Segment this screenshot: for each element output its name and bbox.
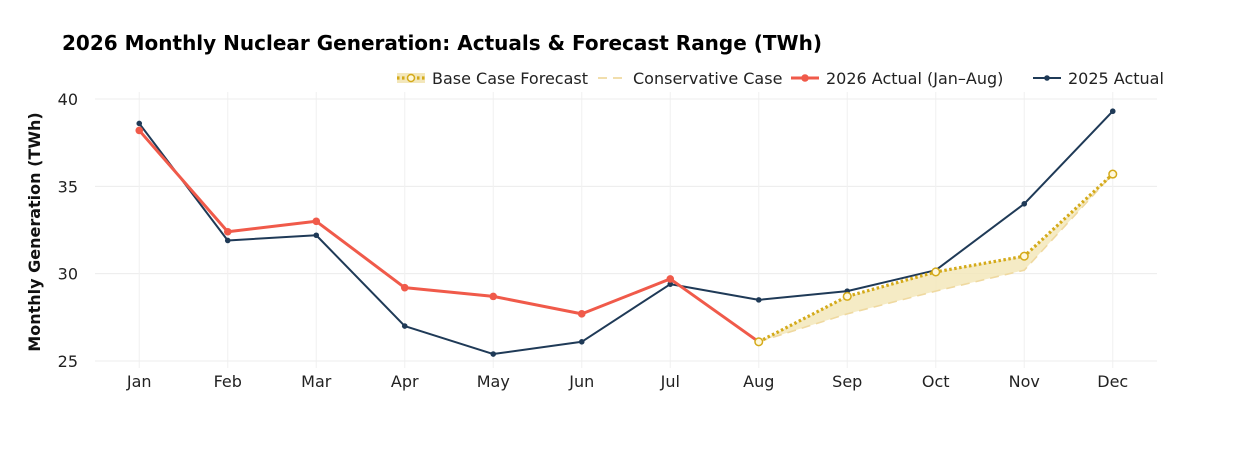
legend-swatch-marker: [1044, 75, 1050, 81]
x-tick-label-aug: Aug: [743, 372, 774, 391]
legend-item-conservative-case[interactable]: Conservative Case: [598, 69, 782, 88]
chart-title: 2026 Monthly Nuclear Generation: Actuals…: [62, 31, 822, 55]
line-2026-actual-jan-aug: [138, 129, 760, 344]
series-lines: [135, 108, 1118, 357]
point-2025-actual-feb: [224, 237, 231, 244]
x-tick-label-dec: Dec: [1097, 372, 1128, 391]
legend-label: Base Case Forecast: [432, 69, 588, 88]
x-tick-label-feb: Feb: [214, 372, 242, 391]
series-base-case-forecast: [754, 169, 1118, 347]
x-tick-label-apr: Apr: [391, 372, 419, 391]
point-2026-actual-jan-aug-apr: [400, 283, 409, 292]
x-tick-label-nov: Nov: [1009, 372, 1040, 391]
x-tick-label-mar: Mar: [301, 372, 332, 391]
x-tick-label-jul: Jul: [660, 372, 680, 391]
point-2025-actual-dec: [1109, 108, 1116, 115]
point-2026-actual-jan-aug-mar: [312, 217, 321, 226]
y-tick-label-30: 30: [58, 265, 78, 284]
line-conservative-case: [758, 173, 1114, 343]
point-2025-actual-jan: [136, 120, 143, 127]
point-base-case-forecast-dec: [1108, 169, 1118, 179]
legend[interactable]: Base Case Forecast Conservative Case 2026 …: [397, 69, 1164, 88]
point-2025-actual-nov: [1021, 200, 1028, 207]
point-2025-actual-mar: [313, 232, 320, 239]
x-tick-label-oct: Oct: [922, 372, 950, 391]
line-2025-actual: [138, 110, 1114, 356]
legend-swatch-marker: [406, 73, 416, 83]
point-2025-actual-aug: [755, 297, 762, 303]
x-tick-label-jun: Jun: [568, 372, 594, 391]
point-base-case-forecast-aug: [754, 337, 764, 347]
legend-label: Conservative Case: [633, 69, 782, 88]
legend-item-base-case-forecast[interactable]: Base Case Forecast: [397, 69, 588, 88]
series-conservative-case: [758, 173, 1114, 343]
point-2025-actual-may: [490, 351, 497, 357]
series-2025-actual: [136, 108, 1116, 357]
x-tick-label-sep: Sep: [832, 372, 862, 391]
y-axis-title: Monthly Generation (TWh): [25, 112, 44, 351]
series-2026-actual-jan-aug: [135, 126, 763, 346]
y-tick-label-35: 35: [58, 177, 78, 196]
point-2026-actual-jan-aug-feb: [223, 227, 232, 236]
x-tick-label-jan: Jan: [126, 372, 152, 391]
grid: [95, 92, 1157, 368]
legend-item-2025-actual[interactable]: 2025 Actual: [1033, 69, 1164, 88]
y-tick-label-25: 25: [58, 352, 78, 371]
legend-item-2026-actual-jan-aug[interactable]: 2026 Actual (Jan–Aug): [791, 69, 1003, 88]
point-base-case-forecast-oct: [931, 267, 941, 277]
point-2026-actual-jan-aug-jul: [666, 275, 675, 283]
legend-label: 2026 Actual (Jan–Aug): [826, 69, 1003, 88]
point-2025-actual-jun: [578, 338, 585, 345]
point-2026-actual-jan-aug-jun: [577, 310, 586, 318]
point-2025-actual-jul: [667, 281, 674, 287]
legend-swatch-marker: [801, 74, 809, 82]
point-2026-actual-jan-aug-jan: [135, 126, 144, 135]
point-2025-actual-apr: [401, 323, 408, 329]
point-base-case-forecast-sep: [842, 291, 852, 301]
y-tick-label-40: 40: [58, 90, 78, 109]
legend-label: 2025 Actual: [1068, 69, 1164, 88]
x-tick-label-may: May: [477, 372, 510, 391]
point-2026-actual-jan-aug-may: [489, 292, 498, 301]
axes: 25 30 35 40 Jan Feb Mar Apr May Jun Jul Aug Sep Oct No…: [58, 90, 1129, 391]
point-base-case-forecast-nov: [1019, 251, 1029, 261]
